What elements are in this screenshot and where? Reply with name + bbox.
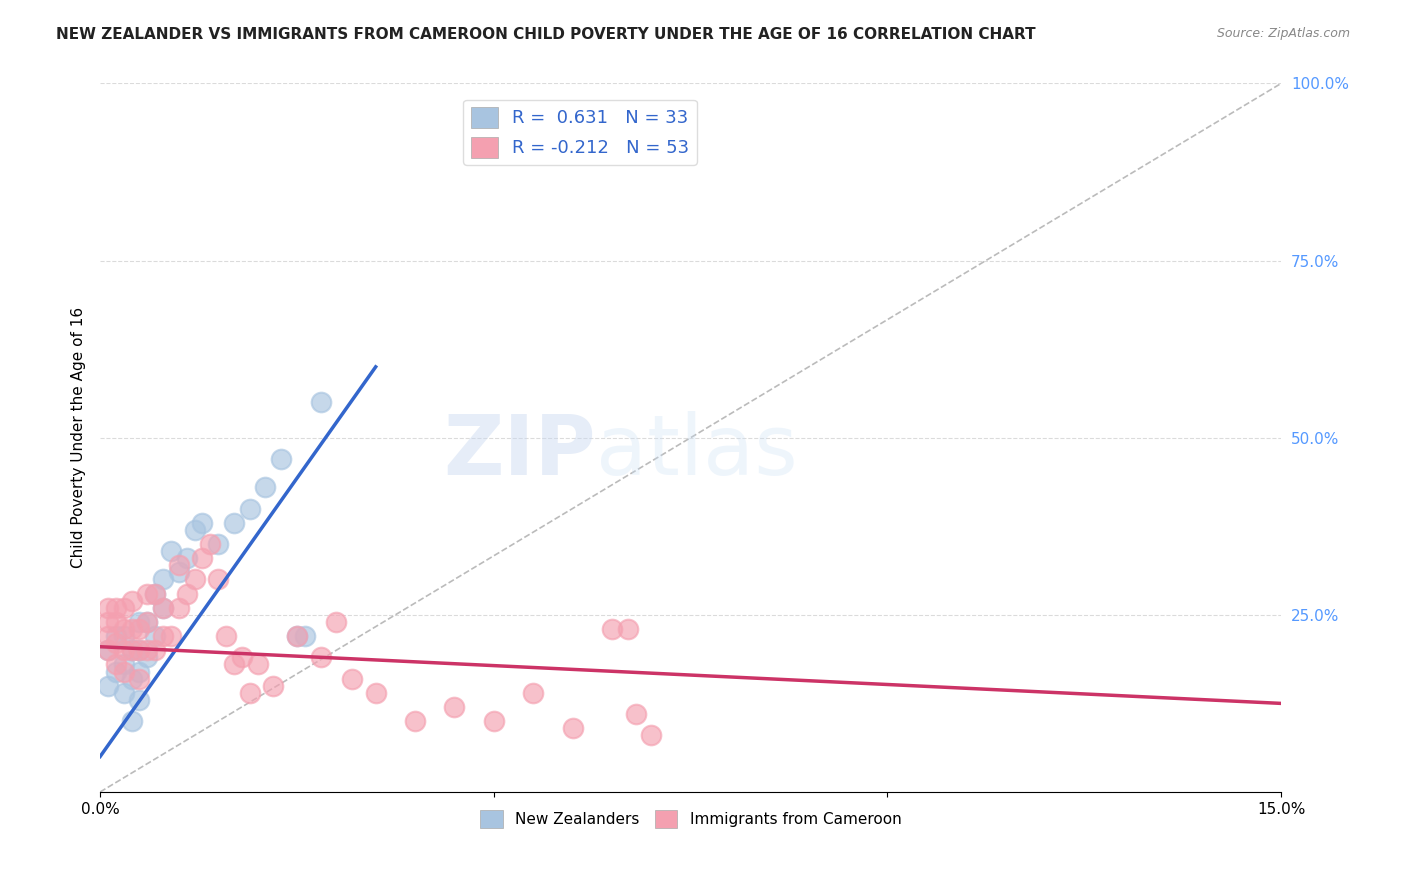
Point — [522, 686, 544, 700]
Point — [121, 593, 143, 607]
Point — [270, 452, 292, 467]
Point — [136, 586, 159, 600]
Point — [191, 551, 214, 566]
Point — [121, 622, 143, 636]
Point — [97, 679, 120, 693]
Point — [104, 615, 127, 629]
Point — [167, 558, 190, 573]
Point — [231, 650, 253, 665]
Point — [325, 615, 347, 629]
Point — [176, 551, 198, 566]
Point — [152, 600, 174, 615]
Point — [97, 643, 120, 657]
Point — [207, 573, 229, 587]
Point — [340, 672, 363, 686]
Point — [97, 643, 120, 657]
Point — [136, 615, 159, 629]
Point — [143, 586, 166, 600]
Point — [239, 686, 262, 700]
Point — [309, 395, 332, 409]
Point — [104, 657, 127, 672]
Point — [104, 665, 127, 679]
Point — [97, 615, 120, 629]
Y-axis label: Child Poverty Under the Age of 16: Child Poverty Under the Age of 16 — [72, 307, 86, 568]
Point — [222, 516, 245, 530]
Point — [143, 643, 166, 657]
Point — [262, 679, 284, 693]
Text: ZIP: ZIP — [444, 411, 596, 492]
Point — [294, 629, 316, 643]
Point — [254, 480, 277, 494]
Point — [104, 629, 127, 643]
Point — [152, 573, 174, 587]
Point — [112, 657, 135, 672]
Point — [624, 706, 647, 721]
Point — [616, 622, 638, 636]
Point — [128, 622, 150, 636]
Point — [104, 600, 127, 615]
Point — [191, 516, 214, 530]
Point — [121, 714, 143, 728]
Point — [112, 622, 135, 636]
Point — [128, 643, 150, 657]
Point — [112, 629, 135, 643]
Point — [112, 665, 135, 679]
Text: Source: ZipAtlas.com: Source: ZipAtlas.com — [1216, 27, 1350, 40]
Point — [600, 622, 623, 636]
Point — [246, 657, 269, 672]
Point — [97, 600, 120, 615]
Point — [183, 573, 205, 587]
Point — [152, 629, 174, 643]
Text: NEW ZEALANDER VS IMMIGRANTS FROM CAMEROON CHILD POVERTY UNDER THE AGE OF 16 CORR: NEW ZEALANDER VS IMMIGRANTS FROM CAMEROO… — [56, 27, 1036, 42]
Point — [97, 629, 120, 643]
Point — [443, 700, 465, 714]
Point — [285, 629, 308, 643]
Point — [285, 629, 308, 643]
Point — [143, 629, 166, 643]
Point — [200, 537, 222, 551]
Legend: New Zealanders, Immigrants from Cameroon: New Zealanders, Immigrants from Cameroon — [474, 804, 907, 834]
Point — [112, 600, 135, 615]
Point — [167, 566, 190, 580]
Point — [364, 686, 387, 700]
Point — [207, 537, 229, 551]
Point — [482, 714, 505, 728]
Point — [152, 600, 174, 615]
Text: atlas: atlas — [596, 411, 797, 492]
Point — [561, 721, 583, 735]
Point — [160, 544, 183, 558]
Point — [121, 643, 143, 657]
Point — [309, 650, 332, 665]
Point — [121, 672, 143, 686]
Point — [128, 615, 150, 629]
Point — [176, 586, 198, 600]
Point — [239, 501, 262, 516]
Point — [143, 586, 166, 600]
Point — [128, 672, 150, 686]
Point — [128, 665, 150, 679]
Point — [167, 600, 190, 615]
Point — [404, 714, 426, 728]
Point — [136, 650, 159, 665]
Point — [640, 728, 662, 742]
Point — [112, 643, 135, 657]
Point — [222, 657, 245, 672]
Point — [160, 629, 183, 643]
Point — [112, 686, 135, 700]
Point — [104, 636, 127, 650]
Point — [121, 643, 143, 657]
Point — [136, 643, 159, 657]
Point — [183, 523, 205, 537]
Point — [128, 693, 150, 707]
Point — [215, 629, 238, 643]
Point — [128, 643, 150, 657]
Point — [136, 615, 159, 629]
